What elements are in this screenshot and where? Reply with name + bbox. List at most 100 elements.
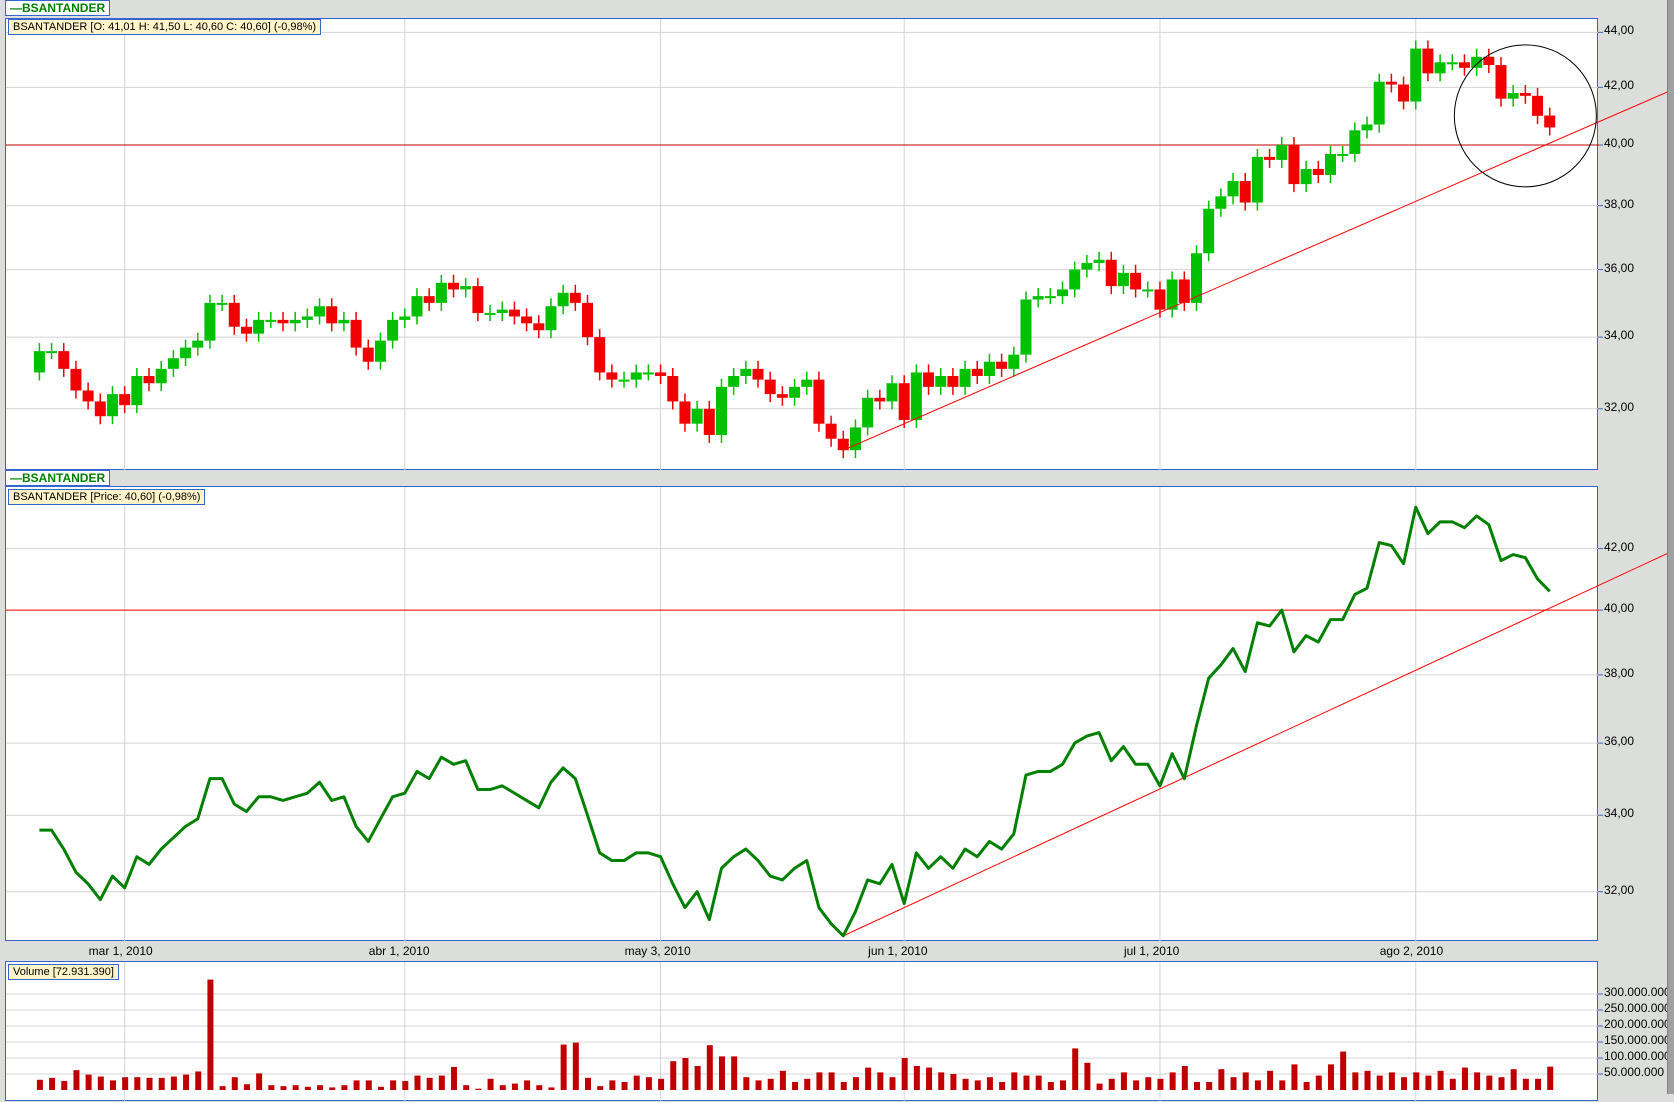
candle-body — [630, 372, 642, 380]
volume-bar — [1413, 1072, 1420, 1090]
volume-bar — [877, 1072, 884, 1090]
volume-bar — [97, 1076, 104, 1090]
candle-panel-legend[interactable]: —BSANTANDER — [5, 0, 111, 16]
volume-bar — [804, 1078, 811, 1090]
volume-bar — [926, 1067, 933, 1090]
volume-bar — [195, 1071, 202, 1090]
y-tick-label: 42,00 — [1604, 539, 1635, 554]
candle-body — [691, 408, 703, 424]
candle-body — [423, 296, 435, 303]
x-tick-label: mar 1, 2010 — [88, 944, 153, 958]
candle-body — [411, 296, 423, 317]
candle-body — [484, 313, 496, 316]
candle-body — [1446, 62, 1458, 65]
volume-bar — [451, 1066, 458, 1090]
candle-body — [1507, 92, 1519, 99]
candle-body — [1471, 56, 1483, 68]
y-tick-label: 100.000.000 — [1604, 1049, 1671, 1063]
candle-body — [582, 302, 593, 338]
volume-bar — [122, 1077, 129, 1090]
candle-body — [667, 376, 679, 402]
volume-bar — [901, 1058, 908, 1090]
volume-bar — [219, 1086, 226, 1090]
candle-body — [606, 372, 618, 380]
volume-panel[interactable]: Volume [72.931.390] — [5, 961, 1603, 1102]
candle-body — [350, 319, 362, 348]
volume-bar — [536, 1085, 543, 1090]
candle-body — [387, 319, 399, 341]
candle-body — [1544, 115, 1556, 128]
volume-bar — [1060, 1080, 1067, 1090]
volume-bar — [109, 1080, 116, 1090]
volume-bar — [317, 1085, 324, 1090]
volume-bar — [633, 1075, 640, 1090]
volume-bar — [256, 1073, 263, 1090]
volume-bar — [913, 1066, 920, 1090]
volume-bar — [840, 1082, 847, 1090]
candle-body — [1312, 168, 1324, 175]
candle-body — [1057, 289, 1069, 297]
candle-body — [1227, 181, 1239, 197]
volume-bar — [718, 1056, 725, 1090]
volume-bar — [1181, 1066, 1188, 1090]
volume-bar — [1449, 1078, 1456, 1090]
volume-bar — [1108, 1078, 1115, 1090]
candle-body — [435, 282, 447, 303]
candle-body — [813, 379, 825, 424]
ohlc-info: BSANTANDER [O: 41,01 H: 41,50 L: 40,60 C… — [8, 19, 322, 35]
line-panel-legend[interactable]: —BSANTANDER — [5, 470, 111, 486]
candle-body — [1276, 145, 1288, 160]
candle-body — [1093, 259, 1105, 264]
candle-body — [618, 379, 630, 382]
candle-body — [289, 319, 301, 324]
x-tick-label: may 3, 2010 — [624, 944, 691, 958]
y-tick-label: 42,00 — [1604, 78, 1635, 93]
candle-body — [655, 372, 667, 377]
candle-body — [521, 316, 533, 324]
volume-bar — [1376, 1075, 1383, 1090]
candle-body — [837, 438, 849, 451]
volume-bar — [1547, 1066, 1554, 1090]
volume-bar — [585, 1077, 591, 1090]
candle-body — [1532, 95, 1544, 116]
scrollbar[interactable] — [1667, 0, 1674, 1094]
volume-bar — [597, 1086, 604, 1090]
y-tick-label: 250.000.000 — [1604, 1001, 1671, 1015]
trend-line — [843, 89, 1672, 451]
volume-bar — [950, 1074, 957, 1090]
candle-body — [1203, 208, 1215, 254]
candle-body — [1288, 145, 1300, 185]
candle-body — [508, 309, 520, 317]
volume-bar — [353, 1080, 360, 1090]
candle-body — [1215, 196, 1227, 209]
volume-bar — [158, 1077, 165, 1090]
volume-bar — [1023, 1075, 1030, 1090]
volume-bar — [694, 1066, 701, 1090]
volume-bar — [524, 1080, 531, 1090]
y-tick-label: 300.000.000 — [1604, 985, 1671, 999]
volume-bar — [511, 1083, 518, 1090]
candle-body — [301, 316, 313, 320]
candle-body — [971, 368, 983, 377]
candle-body — [533, 323, 545, 331]
candle-body — [33, 351, 45, 373]
candle-body — [1251, 156, 1263, 203]
candle-body — [204, 302, 216, 341]
volume-bar — [1291, 1064, 1298, 1090]
candle-body — [1081, 263, 1093, 270]
candle-body — [374, 340, 386, 362]
x-tick-label: jun 1, 2010 — [868, 944, 928, 958]
line-panel[interactable]: BSANTANDER [Price: 40,60] (-0,98%) — [5, 486, 1672, 942]
y-tick-label: 32,00 — [1604, 399, 1635, 414]
volume-bar — [572, 1042, 579, 1090]
volume-bar — [548, 1087, 555, 1090]
volume-bar — [1315, 1075, 1322, 1090]
volume-bar — [499, 1085, 506, 1090]
volume-bar — [377, 1086, 384, 1090]
candle-body — [703, 408, 715, 435]
y-tick-label: 50.000.000 — [1604, 1065, 1665, 1079]
candlestick-panel[interactable]: BSANTANDER [O: 41,01 H: 41,50 L: 40,60 C… — [5, 18, 1672, 471]
y-tick-label: 44,00 — [1604, 23, 1635, 38]
candle-body — [1069, 269, 1081, 290]
volume-bar — [426, 1077, 433, 1090]
